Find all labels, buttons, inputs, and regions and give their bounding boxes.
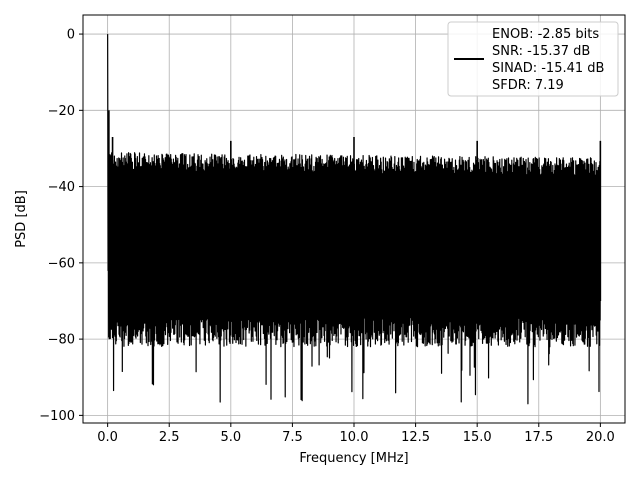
psd-line	[107, 34, 601, 405]
legend-sfdr: SFDR: 7.19	[492, 78, 564, 93]
y-axis-ticks: 0 −20 −40 −60 −80 −100	[39, 28, 83, 424]
x-tick-label: 2.5	[159, 430, 180, 445]
y-tick-label: −60	[48, 256, 75, 271]
x-axis-label: Frequency [MHz]	[299, 451, 408, 466]
legend-box	[447, 21, 619, 97]
y-axis-label: PSD [dB]	[14, 190, 29, 248]
x-tick-label: 15.0	[463, 430, 492, 445]
x-tick-label: 17.5	[524, 430, 553, 445]
x-axis-ticks: 0.0 2.5 5.0 7.5 10.0 12.5 15.0 17.5 20.0	[97, 423, 615, 445]
x-tick-label: 20.0	[586, 430, 615, 445]
y-tick-label: −20	[48, 104, 75, 119]
x-tick-label: 10.0	[340, 430, 369, 445]
legend-enob: ENOB: -2.85 bits	[492, 27, 599, 42]
legend-snr: SNR: -15.37 dB	[492, 44, 590, 59]
y-tick-label: −100	[39, 409, 75, 424]
x-tick-label: 7.5	[282, 430, 303, 445]
legend-sinad: SINAD: -15.41 dB	[492, 61, 604, 76]
psd-series	[107, 34, 602, 405]
x-tick-label: 5.0	[220, 430, 241, 445]
x-tick-label: 12.5	[401, 430, 430, 445]
y-tick-label: 0	[67, 28, 75, 43]
y-tick-label: −80	[48, 333, 75, 348]
y-tick-label: −40	[48, 180, 75, 195]
x-tick-label: 0.0	[97, 430, 118, 445]
legend: ENOB: -2.85 bits SNR: -15.37 dB SINAD: -…	[447, 21, 619, 97]
